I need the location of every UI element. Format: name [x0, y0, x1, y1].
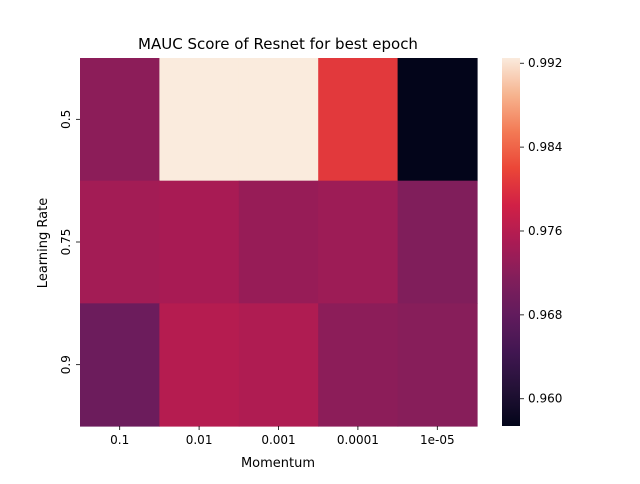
x-tick-label: 0.01: [186, 433, 213, 447]
heatmap-cell: [238, 303, 319, 427]
heatmap-cell: [159, 180, 240, 304]
colorbar-tick-label: 0.968: [528, 308, 562, 322]
y-tick-label: 0.75: [59, 229, 73, 256]
heatmap-cell: [238, 58, 319, 182]
colorbar-tick-label: 0.992: [528, 56, 562, 70]
heatmap-cell: [159, 303, 240, 427]
y-tick-label: 0.9: [59, 355, 73, 374]
heatmap-cell: [397, 303, 478, 427]
heatmap-cell: [397, 58, 478, 182]
colorbar-tick-label: 0.960: [528, 392, 562, 406]
x-axis-label: Momentum: [241, 456, 315, 471]
chart-title: MAUC Score of Resnet for best epoch: [138, 35, 418, 53]
colorbar-tick-label: 0.976: [528, 224, 562, 238]
heatmap-cell: [318, 58, 399, 182]
y-axis-ticks: 0.5 0.75 0.9: [59, 110, 80, 374]
x-tick-label: 1e-05: [420, 433, 455, 447]
x-tick-label: 0.1: [110, 433, 129, 447]
heatmap-cells: [80, 58, 478, 427]
x-tick-label: 0.0001: [337, 433, 379, 447]
colorbar-tick-label: 0.984: [528, 140, 562, 154]
heatmap-cell: [159, 58, 240, 182]
x-axis-ticks: 0.1 0.01 0.001 0.0001 1e-05: [110, 426, 455, 447]
heatmap-cell: [238, 180, 319, 304]
colorbar: [502, 58, 520, 426]
y-axis-label: Learning Rate: [36, 198, 51, 288]
y-tick-label: 0.5: [59, 110, 73, 129]
heatmap-cell: [80, 58, 160, 182]
x-tick-label: 0.001: [261, 433, 295, 447]
heatmap-cell: [318, 180, 399, 304]
colorbar-ticks: 0.960 0.968 0.976 0.984 0.992: [520, 56, 562, 406]
heatmap-cell: [80, 303, 160, 427]
heatmap-cell: [80, 180, 160, 304]
heatmap-cell: [318, 303, 399, 427]
heatmap-cell: [397, 180, 478, 304]
